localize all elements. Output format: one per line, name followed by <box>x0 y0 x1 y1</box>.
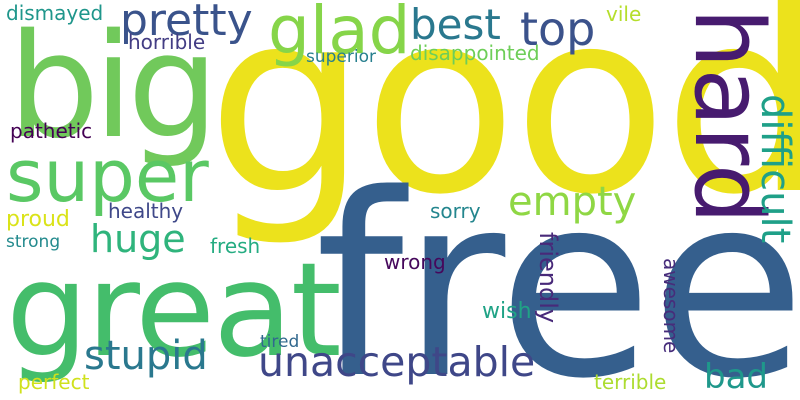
word-awesome: awesome <box>659 258 683 354</box>
word-free: free <box>315 141 800 400</box>
word-fresh: fresh <box>210 234 261 258</box>
word-great: great <box>6 234 342 386</box>
word-strong: strong <box>6 232 61 252</box>
word-proud: proud <box>6 207 70 232</box>
word-good: good <box>207 0 800 250</box>
word-super: super <box>6 134 209 218</box>
word-difficult: difficult <box>752 94 798 244</box>
word-bad: bad <box>704 357 768 397</box>
word-superior: superior <box>306 47 376 67</box>
word-empty: empty <box>508 179 637 225</box>
word-vile: vile <box>606 2 642 26</box>
word-best: best <box>410 0 501 49</box>
word-stupid: stupid <box>84 333 208 379</box>
word-glad: glad <box>268 0 411 69</box>
word-top: top <box>520 2 596 56</box>
word-disappointed: disappointed <box>410 41 540 65</box>
word-perfect: perfect <box>18 370 90 394</box>
word-wish: wish <box>482 299 532 324</box>
word-dismayed: dismayed <box>6 1 104 25</box>
word-friendly: friendly <box>534 232 562 324</box>
word-terrible: terrible <box>594 370 667 394</box>
word-horrible: horrible <box>128 30 206 54</box>
word-big: big <box>8 2 219 170</box>
word-pathetic: pathetic <box>10 119 93 143</box>
word-wrong: wrong <box>384 250 446 274</box>
word-tired: tired <box>260 332 300 352</box>
word-healthy: healthy <box>108 199 184 223</box>
word-pretty: pretty <box>120 0 253 46</box>
word-huge: huge <box>90 217 186 261</box>
word-sorry: sorry <box>430 199 481 223</box>
word-unacceptable: unacceptable <box>258 338 536 386</box>
